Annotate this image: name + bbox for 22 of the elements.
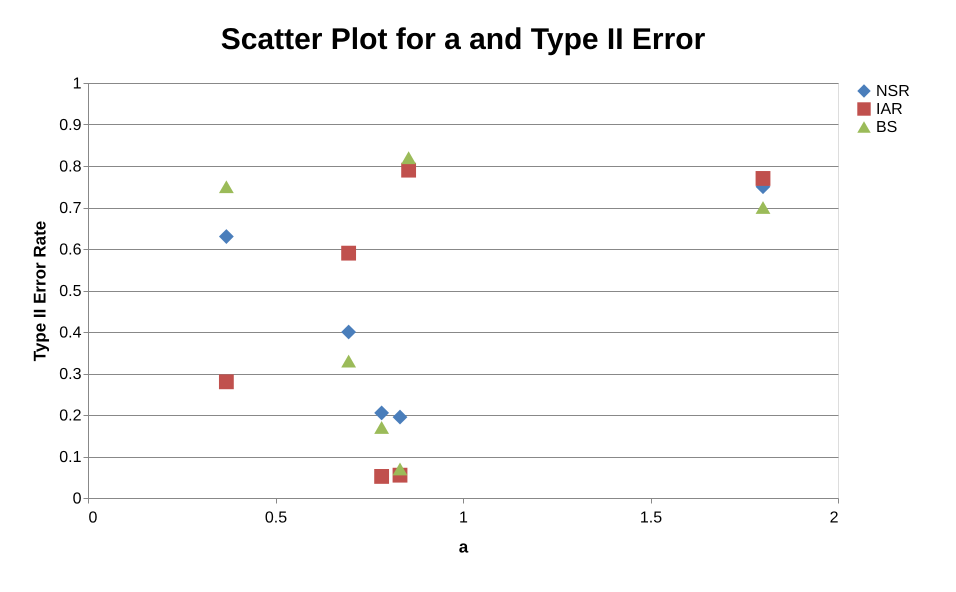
x-tick-label: 1.5 [640, 510, 662, 526]
x-tick-label: 2 [830, 510, 839, 526]
x-axis-title: a [458, 538, 469, 556]
legend-label: NSR [876, 83, 910, 100]
y-tick-label: 0.1 [59, 449, 82, 466]
y-tick-label: 0.4 [59, 324, 82, 342]
legend-label: BS [876, 119, 898, 136]
x-tick-label: 1 [459, 510, 468, 526]
chart-title: Scatter Plot for a and Type II Error [220, 23, 706, 56]
x-tick-label: 0 [88, 510, 98, 526]
legend-label: IAR [876, 101, 903, 118]
y-tick-label: 0.7 [59, 200, 82, 217]
y-tick-label: 0.8 [59, 158, 82, 176]
y-tick-label: 0.3 [59, 366, 82, 383]
y-tick-label: 0.5 [59, 283, 82, 300]
y-tick-label: 0.9 [59, 117, 82, 134]
y-axis-title: Type II Error Rate [30, 220, 50, 362]
y-tick-label: 1 [72, 76, 82, 92]
y-tick-label: 0.6 [59, 242, 82, 258]
y-tick-label: 0 [72, 490, 82, 508]
y-tick-label: 0.2 [59, 408, 82, 424]
x-tick-label: 0.5 [264, 510, 288, 526]
